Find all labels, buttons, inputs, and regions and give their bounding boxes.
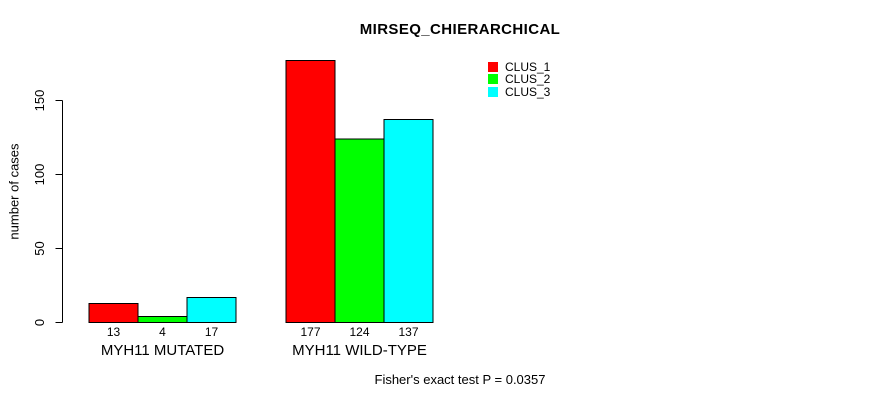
- bar-clus_3-group1: [186, 296, 237, 323]
- bar-clus_2-group1: [137, 316, 188, 323]
- bar-value-label: 137: [398, 325, 418, 339]
- y-axis-tick-label: 50: [32, 241, 47, 255]
- bar-clus_2-group2: [334, 138, 385, 323]
- legend-label: CLUS_2: [505, 72, 551, 87]
- legend-label: CLUS_3: [505, 84, 551, 99]
- legend-swatch-icon: [488, 86, 498, 97]
- bar-value-label: 17: [205, 325, 219, 339]
- y-axis-tick-label: 0: [32, 319, 47, 326]
- legend-swatch-icon: [488, 74, 498, 85]
- legend: CLUS_1 CLUS_2 CLUS_3: [488, 60, 551, 99]
- x-category-label: MYH11 WILD-TYPE: [292, 342, 427, 359]
- bar-value-label: 177: [300, 325, 320, 339]
- legend-swatch-icon: [488, 62, 498, 72]
- bar-value-label: 124: [349, 325, 369, 339]
- legend-item-clus_1: CLUS_1: [488, 60, 551, 74]
- x-category-label: MYH11 MUTATED: [101, 342, 225, 359]
- y-axis-tick-label: 100: [32, 164, 47, 186]
- footnote-fishers-test: Fisher's exact test P = 0.0357: [374, 372, 546, 387]
- bar-clus_1-group2: [285, 60, 336, 323]
- bar-value-label: 4: [159, 325, 166, 339]
- legend-item-clus_3: CLUS_3: [488, 84, 551, 99]
- legend-label: CLUS_1: [505, 60, 551, 74]
- bar-clus_1-group1: [88, 302, 139, 324]
- bar-value-label: 13: [107, 325, 121, 339]
- chart-title: MIRSEQ_CHIERARCHICAL: [359, 21, 561, 38]
- legend-item-clus_2: CLUS_2: [488, 72, 551, 87]
- y-axis-tick-label: 150: [32, 90, 47, 112]
- bar-clus_3-group2: [383, 119, 434, 323]
